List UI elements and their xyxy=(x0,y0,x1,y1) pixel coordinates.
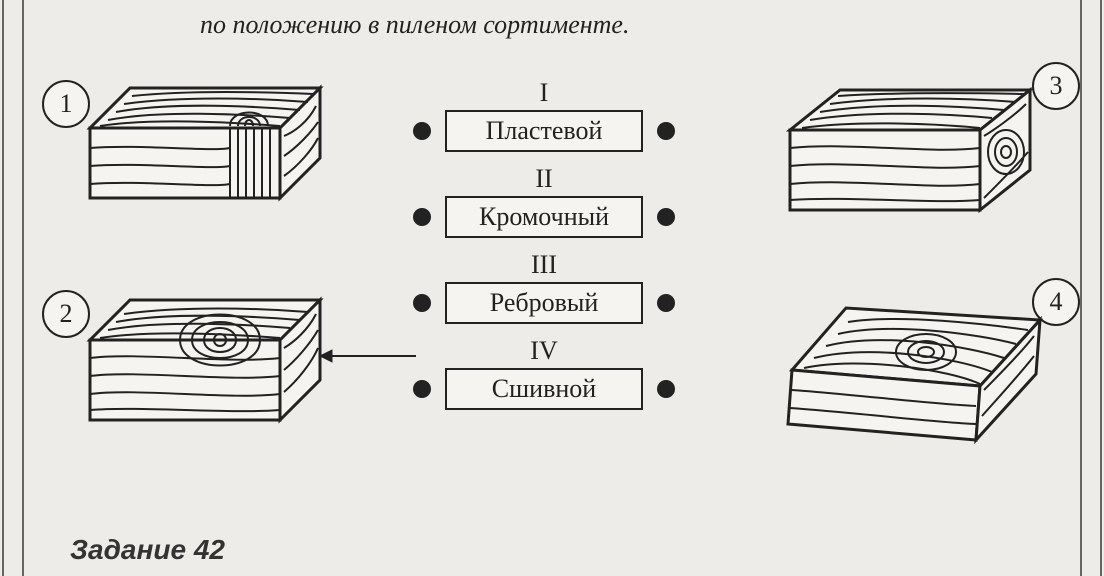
task-heading: Задание 42 xyxy=(70,534,225,566)
page: по положению в пиленом сортименте. 1 2 3… xyxy=(0,0,1104,576)
match-arrow xyxy=(0,0,1104,576)
